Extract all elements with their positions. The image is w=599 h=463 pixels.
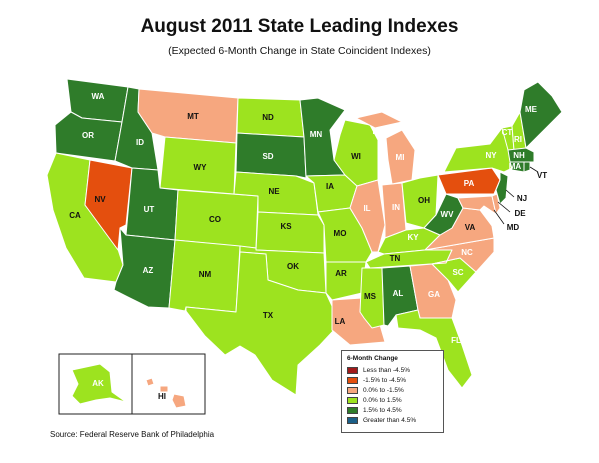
state-label-MI-upper: MI bbox=[373, 127, 382, 136]
state-label-GA: GA bbox=[428, 290, 440, 299]
legend-label: -1.5% to -4.5% bbox=[363, 376, 406, 384]
state-label-CT: MA bbox=[509, 162, 522, 171]
state-label-CA: CA bbox=[69, 211, 81, 220]
legend-label: 0.0% to 1.5% bbox=[363, 396, 402, 404]
state-label-RI: VT bbox=[537, 171, 547, 180]
state-label-UT: UT bbox=[144, 205, 155, 214]
state-label-NY: NY bbox=[485, 151, 497, 160]
state-label-NC: NC bbox=[461, 248, 473, 257]
state-label-NE: NE bbox=[268, 187, 280, 196]
state-HI bbox=[145, 377, 187, 409]
state-RI bbox=[523, 161, 531, 173]
state-label-KS: KS bbox=[280, 222, 292, 231]
state-label-AK: AK bbox=[92, 379, 104, 388]
state-KS bbox=[255, 211, 325, 254]
legend-item: 1.5% to 4.5% bbox=[347, 405, 438, 415]
state-label-HI: HI bbox=[158, 392, 166, 401]
state-AR bbox=[325, 261, 367, 301]
legend-swatch bbox=[347, 386, 358, 394]
leader-line bbox=[497, 201, 511, 213]
state-label-WY: WY bbox=[194, 163, 208, 172]
legend-swatch bbox=[347, 376, 358, 384]
state-label-VT: CT bbox=[502, 128, 513, 137]
legend-swatch bbox=[347, 406, 358, 414]
state-label-IA: IA bbox=[326, 182, 334, 191]
state-label-SC: SC bbox=[452, 268, 463, 277]
state-label-ME: ME bbox=[525, 105, 538, 114]
state-label-KY: KY bbox=[407, 233, 419, 242]
state-label-WV: WV bbox=[441, 210, 455, 219]
state-label-MS: MS bbox=[364, 292, 377, 301]
legend-swatch bbox=[347, 366, 358, 374]
state-label-FL: FL bbox=[451, 336, 461, 345]
legend-label: Less than -4.5% bbox=[363, 366, 410, 374]
state-label-NH: RI bbox=[514, 135, 522, 144]
state-label-SD: SD bbox=[262, 152, 273, 161]
state-label-PA: PA bbox=[464, 179, 475, 188]
state-IL bbox=[349, 179, 386, 253]
leader-line bbox=[529, 166, 539, 173]
state-AK bbox=[71, 363, 127, 405]
state-label-AZ: AZ bbox=[143, 266, 154, 275]
legend-label: 1.5% to 4.5% bbox=[363, 406, 402, 414]
state-label-CO: CO bbox=[209, 215, 221, 224]
state-WV bbox=[423, 193, 464, 236]
state-label-TN: TN bbox=[390, 254, 401, 263]
state-label-AR: AR bbox=[335, 269, 347, 278]
source-note: Source: Federal Reserve Bank of Philadel… bbox=[50, 430, 215, 439]
state-label-IL: IL bbox=[363, 204, 370, 213]
state-label-ND: ND bbox=[262, 113, 274, 122]
state-FL bbox=[395, 309, 473, 389]
state-ME bbox=[519, 81, 563, 149]
legend-swatch bbox=[347, 416, 358, 424]
legend-item: -1.5% to -4.5% bbox=[347, 375, 438, 385]
state-label-LA: LA bbox=[335, 317, 346, 326]
legend-title: 6-Month Change bbox=[347, 355, 398, 362]
legend-item: 0.0% to 1.5% bbox=[347, 395, 438, 405]
state-label-OR: OR bbox=[82, 131, 94, 140]
state-label-ID: ID bbox=[136, 138, 144, 147]
state-label-OH: OH bbox=[418, 196, 430, 205]
state-label-OK: OK bbox=[287, 262, 299, 271]
state-label-MT: MT bbox=[187, 112, 199, 121]
map-title: August 2011 State Leading Indexes bbox=[140, 16, 459, 37]
state-label-MO: MO bbox=[334, 229, 347, 238]
state-MA bbox=[507, 147, 535, 163]
state-label-MA: NH bbox=[513, 151, 525, 160]
state-label-NM: NM bbox=[199, 270, 212, 279]
state-label-VA: VA bbox=[465, 223, 476, 232]
state-label-NV: NV bbox=[94, 195, 106, 204]
state-label-DE: DE bbox=[514, 209, 526, 218]
state-DE bbox=[491, 193, 501, 215]
legend-label: 0.0% to -1.5% bbox=[363, 386, 404, 394]
map-subtitle: (Expected 6-Month Change in State Coinci… bbox=[168, 45, 431, 57]
leader-line bbox=[493, 209, 505, 225]
legend-swatch bbox=[347, 396, 358, 404]
state-label-WI: WI bbox=[351, 152, 361, 161]
state-label-NJ: NJ bbox=[517, 194, 527, 203]
state-TX bbox=[185, 251, 335, 396]
legend-label: Greater than 4.5% bbox=[363, 416, 417, 424]
legend-item: Greater than 4.5% bbox=[347, 415, 438, 425]
legend-item: 0.0% to -1.5% bbox=[347, 385, 438, 395]
state-label-WA: WA bbox=[92, 92, 105, 101]
legend-item: Less than -4.5% bbox=[347, 365, 438, 375]
state-label-MN: MN bbox=[310, 130, 323, 139]
state-label-MI-lower: MI bbox=[396, 153, 405, 162]
state-SD bbox=[235, 132, 307, 179]
state-label-IN: IN bbox=[392, 203, 400, 212]
state-label-MD: MD bbox=[507, 223, 520, 232]
leader-line bbox=[505, 189, 515, 198]
state-label-AL: AL bbox=[393, 289, 404, 298]
state-NC bbox=[424, 237, 495, 273]
inset-frames bbox=[58, 353, 206, 415]
legend: 6-Month Change Less than -4.5% -1.5% to … bbox=[341, 350, 444, 433]
leader-lines bbox=[493, 166, 539, 225]
inset-frame bbox=[131, 353, 206, 415]
state-label-TX: TX bbox=[263, 311, 274, 320]
